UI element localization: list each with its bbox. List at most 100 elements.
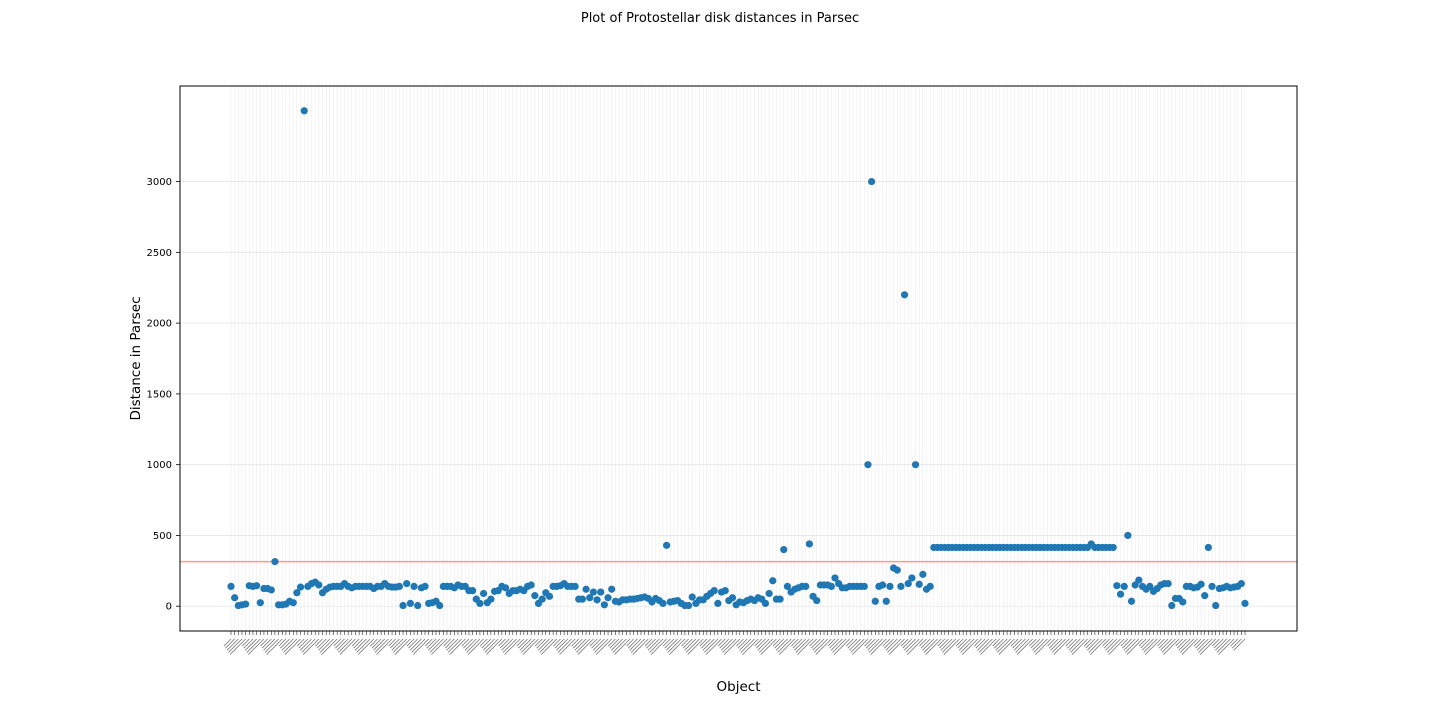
data-point bbox=[593, 596, 601, 604]
x-tick-label-mark bbox=[1163, 638, 1180, 655]
x-tick-label-mark bbox=[992, 638, 1001, 647]
data-point bbox=[684, 601, 693, 610]
data-point bbox=[831, 574, 839, 582]
x-tick-label-mark bbox=[760, 638, 777, 655]
x-tick-label-mark bbox=[241, 638, 250, 647]
x-tick-label-mark bbox=[536, 638, 547, 649]
x-tick-label-mark bbox=[980, 638, 997, 655]
x-tick-label-mark bbox=[389, 638, 400, 649]
x-tick-label-mark bbox=[263, 638, 276, 651]
x-tick-label-mark bbox=[650, 638, 667, 655]
x-tick-label-mark bbox=[739, 638, 752, 651]
data-point bbox=[578, 595, 587, 603]
x-tick-label-mark bbox=[429, 638, 444, 653]
x-tick-label-mark bbox=[795, 638, 810, 653]
x-tick-label-mark bbox=[960, 638, 975, 653]
x-tick-label-mark bbox=[740, 638, 755, 653]
x-tick-label-mark bbox=[1143, 638, 1158, 653]
x-tick-label-mark bbox=[920, 638, 931, 649]
x-tick-label-mark bbox=[754, 638, 763, 647]
x-tick-label-mark bbox=[388, 638, 397, 647]
x-tick-label-mark bbox=[755, 638, 766, 649]
x-tick-label-mark bbox=[1176, 638, 1187, 649]
x-tick-label-mark bbox=[464, 638, 477, 651]
x-tick-label-mark bbox=[646, 638, 656, 649]
x-tick-label-mark bbox=[777, 638, 792, 653]
data-point bbox=[1120, 582, 1128, 591]
x-tick-label-mark bbox=[759, 638, 774, 653]
data-point bbox=[1204, 543, 1212, 552]
x-tick-label-mark bbox=[283, 638, 298, 653]
x-tick-label-mark bbox=[248, 638, 265, 655]
data-point bbox=[293, 589, 301, 597]
x-tick-label-mark bbox=[1068, 638, 1081, 651]
x-tick-label-mark bbox=[1030, 638, 1041, 649]
x-tick-label-mark bbox=[922, 638, 935, 651]
data-point bbox=[893, 566, 901, 574]
x-tick-label-mark bbox=[373, 638, 386, 651]
x-tick-label-mark bbox=[376, 638, 393, 655]
x-tick-label-mark bbox=[1230, 638, 1238, 647]
x-tick-label-mark bbox=[534, 638, 543, 647]
x-tick-label-mark bbox=[827, 638, 836, 647]
data-point bbox=[399, 601, 407, 610]
x-tick-label-mark bbox=[810, 638, 821, 649]
data-point bbox=[469, 587, 477, 595]
x-tick-label-mark bbox=[466, 638, 481, 653]
x-tick-label-mark bbox=[318, 638, 331, 651]
x-tick-label-mark bbox=[371, 638, 382, 649]
x-tick-label-mark bbox=[775, 638, 788, 651]
x-tick-label-mark bbox=[681, 638, 689, 647]
x-tick-label-mark bbox=[845, 638, 854, 647]
x-tick-label-mark bbox=[408, 638, 418, 649]
data-point bbox=[476, 599, 484, 607]
x-tick-label-mark bbox=[296, 638, 305, 647]
data-point bbox=[1212, 601, 1220, 610]
x-tick-label-mark bbox=[977, 638, 990, 651]
x-tick-label-mark bbox=[958, 638, 971, 651]
x-tick-label-mark bbox=[411, 638, 426, 653]
x-tick-label-mark bbox=[374, 638, 389, 653]
x-tick-label-mark bbox=[406, 638, 415, 647]
data-point bbox=[663, 541, 671, 549]
x-tick-label-mark bbox=[351, 638, 360, 647]
data-point bbox=[904, 579, 912, 588]
y-ticks: 0 500 1000 1500 2000 2500 3000 bbox=[147, 177, 180, 613]
x-tick-label-mark bbox=[424, 638, 433, 647]
x-tick-label-mark bbox=[815, 638, 832, 655]
data-point bbox=[802, 582, 810, 591]
x-tick-label-mark bbox=[719, 638, 730, 649]
x-tick-label-mark bbox=[266, 638, 283, 655]
x-tick-label-mark bbox=[742, 638, 759, 655]
x-tick-label-mark bbox=[1213, 638, 1224, 649]
x-tick-label-mark bbox=[1053, 638, 1070, 655]
data-point bbox=[403, 579, 411, 588]
x-tick-label-mark bbox=[223, 638, 232, 647]
x-tick-label-mark bbox=[409, 638, 422, 651]
x-tick-label-mark bbox=[540, 638, 558, 655]
x-tick-label-mark bbox=[315, 638, 323, 647]
x-tick-label-mark bbox=[243, 638, 254, 649]
data-point bbox=[860, 582, 868, 591]
x-tick-label-mark bbox=[446, 638, 459, 651]
y-tick-label: 500 bbox=[153, 531, 172, 542]
data-point bbox=[267, 586, 275, 594]
data-point bbox=[410, 582, 418, 591]
x-tick-label-mark bbox=[261, 638, 272, 649]
data-point bbox=[721, 587, 729, 595]
data-point bbox=[886, 582, 894, 591]
data-point bbox=[487, 595, 495, 603]
x-tick-label-mark bbox=[571, 638, 580, 647]
x-axis-label: Object bbox=[717, 679, 761, 695]
x-tick-label-mark bbox=[669, 638, 686, 655]
x-tick-label-mark bbox=[626, 638, 634, 647]
data-point bbox=[761, 599, 770, 607]
x-tick-label-mark bbox=[246, 638, 261, 653]
x-tick-label-mark bbox=[1048, 638, 1059, 649]
x-tick-label-mark bbox=[1181, 638, 1198, 655]
x-tick-label-mark bbox=[791, 638, 799, 647]
data-point bbox=[871, 597, 879, 605]
x-tick-label-mark bbox=[280, 638, 290, 649]
x-tick-label-mark bbox=[978, 638, 993, 653]
data-point bbox=[1116, 590, 1125, 598]
